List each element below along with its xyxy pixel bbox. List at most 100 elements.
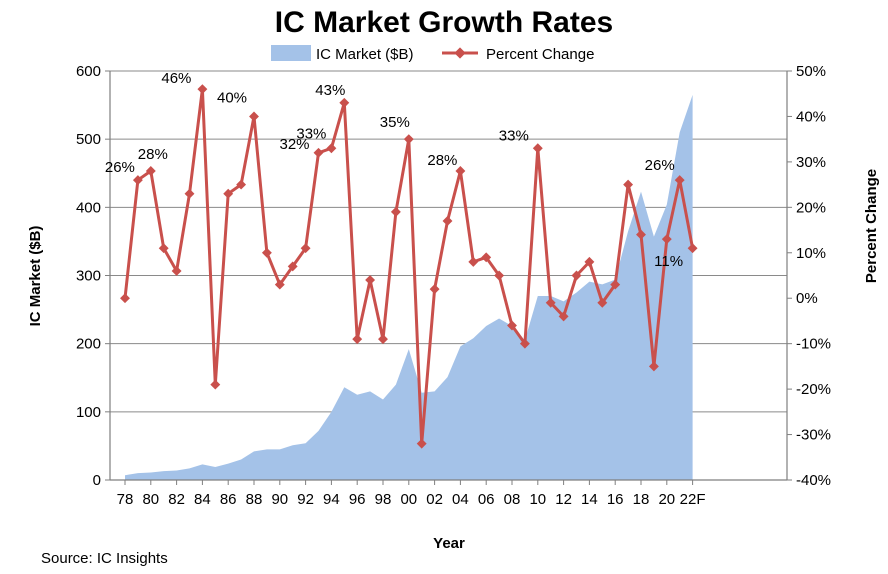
right-tick-label: 0%: [796, 290, 818, 307]
percent-change-point: [378, 334, 388, 345]
percent-change-point: [661, 234, 672, 245]
percent-change-point: [184, 188, 195, 199]
left-tick-label: 100: [76, 404, 101, 421]
percent-change-point: [403, 134, 414, 145]
x-tick-label: 78: [117, 491, 134, 508]
ic-market-area: [125, 94, 693, 481]
percent-change-point: [274, 279, 285, 290]
legend-area-swatch: [271, 45, 311, 61]
percent-change-point: [494, 270, 505, 281]
percent-change-point: [326, 143, 337, 154]
percent-change-point: [455, 166, 466, 176]
right-axis-title: Percent Change: [863, 169, 880, 283]
right-tick-label: 10%: [796, 245, 826, 262]
x-tick-label: 06: [478, 491, 495, 508]
percent-change-point: [145, 166, 156, 176]
data-label-1984: 46%: [161, 70, 191, 87]
x-tick-label: 96: [349, 491, 366, 508]
x-tick-label: 86: [220, 491, 237, 508]
percent-change-point: [236, 179, 247, 190]
left-tick-label: 0: [93, 472, 101, 489]
percent-change-point: [429, 284, 440, 295]
x-tick-label: 20: [658, 491, 675, 508]
percent-change-point: [610, 279, 621, 290]
data-label-2021: 26%: [645, 157, 675, 174]
source-note: Source: IC Insights: [41, 550, 168, 567]
x-tick-label: 00: [400, 491, 417, 508]
percent-change-point: [674, 175, 685, 186]
percent-change-point: [442, 216, 453, 226]
percent-change-point: [558, 311, 569, 322]
data-label-1980: 28%: [138, 146, 168, 163]
data-label-2010: 33%: [499, 127, 529, 144]
right-axis-ticks: -40% -30% -20% -10% 0% 10% 20% 30% 40% 50%: [787, 63, 831, 489]
annotation-layer: 26%28%46%40%32%33%43%35%28%33%26%11%: [105, 70, 683, 270]
x-tick-label: 92: [297, 491, 314, 508]
x-tick-label: 90: [271, 491, 288, 508]
percent-change-point: [390, 206, 401, 217]
right-tick-label: 50%: [796, 63, 826, 80]
x-tick-label: 80: [142, 491, 159, 508]
area-layer: [125, 94, 693, 481]
percent-change-point: [261, 247, 272, 258]
percent-change-point: [648, 361, 659, 372]
legend: IC Market ($B) Percent Change: [271, 45, 594, 63]
percent-change-point: [687, 243, 698, 254]
x-tick-label: 98: [375, 491, 392, 508]
x-tick-label: 88: [246, 491, 263, 508]
percent-change-point: [481, 252, 492, 263]
data-label-1988: 40%: [217, 89, 247, 106]
legend-marker-swatch: [454, 47, 466, 59]
left-axis-ticks: 0 100 200 300 400 500 600: [76, 63, 110, 489]
right-tick-label: -20%: [796, 381, 831, 398]
percent-change-point: [158, 243, 169, 254]
percent-change-point: [623, 179, 634, 190]
percent-change-point: [339, 97, 350, 108]
legend-label-percent-change: Percent Change: [486, 46, 594, 63]
percent-change-point: [120, 293, 130, 304]
x-tick-label: 02: [426, 491, 443, 508]
data-label-2000: 35%: [380, 114, 410, 131]
percent-change-point: [223, 188, 234, 199]
left-tick-label: 200: [76, 336, 101, 353]
percent-change-point: [597, 297, 608, 308]
percent-change-point: [532, 143, 543, 154]
percent-change-point: [300, 243, 311, 254]
x-axis-ticks: 78 80 82 84 86 88 90 92 94 96 98 00 02 04 06 08 10 12 14 16…: [117, 480, 706, 508]
right-tick-label: 40%: [796, 108, 826, 125]
left-axis-title: IC Market ($B): [27, 226, 44, 327]
right-tick-label: -40%: [796, 472, 831, 489]
x-tick-label: 84: [194, 491, 211, 508]
right-tick-label: -30%: [796, 427, 831, 444]
chart-title: IC Market Growth Rates: [275, 6, 613, 39]
x-tick-label: 18: [633, 491, 650, 508]
right-tick-label: -10%: [796, 336, 831, 353]
x-axis-title: Year: [433, 535, 465, 552]
percent-change-point: [507, 320, 517, 331]
percent-change-point: [519, 338, 530, 349]
left-tick-label: 500: [76, 131, 101, 148]
percent-change-point: [352, 334, 363, 345]
percent-change-point: [313, 147, 324, 158]
percent-change-point: [249, 111, 259, 122]
percent-change-point: [365, 275, 376, 285]
percent-change-point: [571, 270, 582, 281]
x-tick-label: 16: [607, 491, 624, 508]
x-tick-label: 10: [529, 491, 546, 508]
percent-change-point: [287, 261, 298, 272]
legend-label-ic-market: IC Market ($B): [316, 46, 414, 63]
percent-change-point: [171, 266, 182, 276]
percent-change-point: [636, 229, 646, 240]
marker-layer: [120, 84, 698, 449]
right-tick-label: 30%: [796, 154, 826, 171]
data-label-1995: 43%: [315, 82, 345, 99]
percent-change-point: [132, 175, 143, 186]
x-tick-label: 22F: [680, 491, 706, 508]
left-tick-label: 300: [76, 268, 101, 285]
data-label-2022: 11%: [654, 253, 683, 270]
left-tick-label: 600: [76, 63, 101, 80]
data-label-2004: 28%: [427, 152, 457, 169]
percent-change-point: [468, 256, 479, 267]
data-label-1979: 26%: [105, 159, 135, 176]
